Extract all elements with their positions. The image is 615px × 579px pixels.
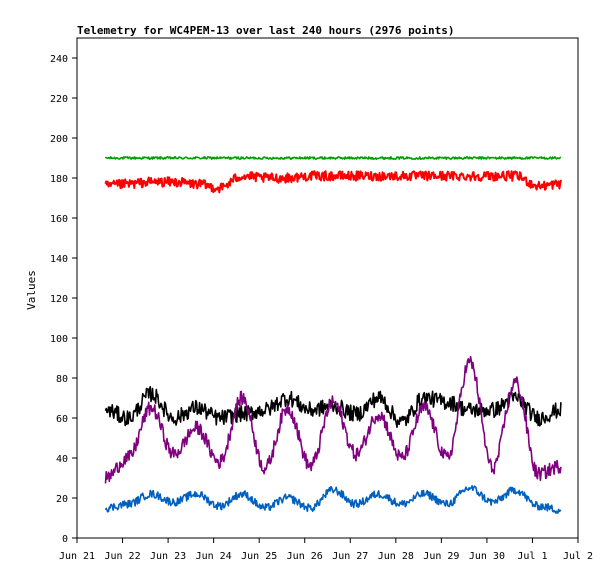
x-tick-label: Jun 23: [150, 551, 186, 562]
x-tick-label: Jun 25: [241, 551, 277, 562]
series-line: [104, 156, 562, 160]
y-tick-label: 120: [50, 294, 68, 305]
x-tick-label: Jun 30: [469, 551, 505, 562]
y-tick-label: 240: [50, 54, 68, 65]
y-tick-label: 0: [62, 534, 68, 545]
x-axis: Jun 21 Jun 22 Jun 23 Jun 24 Jun 25 Jun 26 Jun …: [59, 538, 593, 562]
y-tick-label: 40: [56, 454, 68, 465]
series-group: [104, 156, 562, 514]
y-tick-label: 220: [50, 94, 68, 105]
x-tick-label: Jun 26: [287, 551, 323, 562]
y-tick-label: 60: [56, 414, 68, 425]
x-tick-label: Jun 22: [104, 551, 140, 562]
x-tick-label: Jun 24: [196, 551, 232, 562]
y-axis: 0 20 40 60 80 100 120 140 160 180 200 220 240: [50, 54, 77, 545]
x-tick-label: Jul 2: [563, 551, 593, 562]
y-tick-label: 180: [50, 174, 68, 185]
y-tick-label: 200: [50, 134, 68, 145]
x-tick-label: Jun 21: [59, 551, 95, 562]
x-tick-label: Jun 29: [423, 551, 459, 562]
series-line: [104, 355, 562, 484]
y-tick-label: 140: [50, 254, 68, 265]
y-tick-label: 80: [56, 374, 68, 385]
x-tick-label: Jul 1: [517, 551, 547, 562]
plot-area: [76, 37, 579, 539]
x-tick-label: Jun 28: [378, 551, 414, 562]
series-line: [104, 484, 562, 514]
chart-title: Telemetry for WC4PEM-13 over last 240 ho…: [77, 24, 455, 37]
series-line: [104, 170, 562, 194]
y-tick-label: 160: [50, 214, 68, 225]
x-tick-label: Jun 27: [332, 551, 368, 562]
y-tick-label: 100: [50, 334, 68, 345]
y-axis-label: Values: [25, 270, 38, 310]
series-line: [104, 385, 562, 429]
y-tick-label: 20: [56, 494, 68, 505]
